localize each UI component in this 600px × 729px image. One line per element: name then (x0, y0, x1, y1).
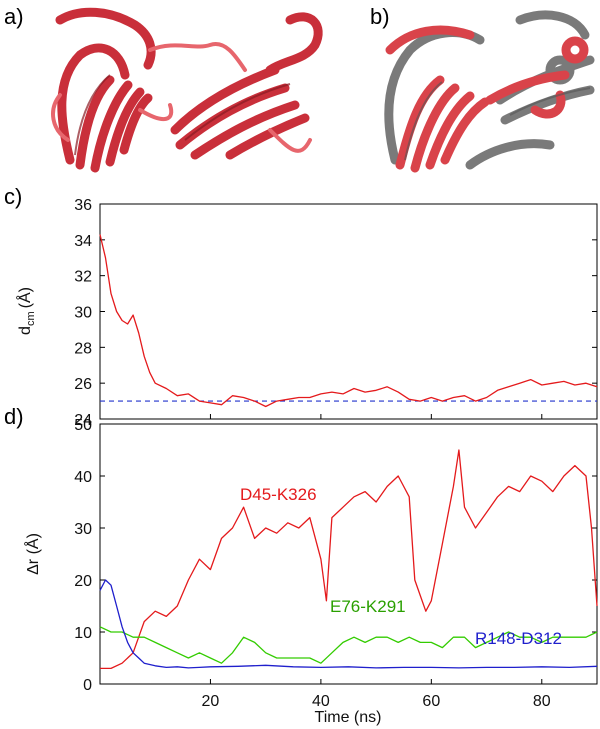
panel-label-a: a) (4, 4, 24, 29)
ytick-label: 24 (74, 412, 92, 429)
chart-c-frame (99, 203, 598, 420)
chart-c-series (99, 234, 598, 408)
chart-c-ylabel: dcm(Å) (15, 287, 37, 335)
xtick-label: 20 (202, 693, 220, 710)
ytick-label: 20 (74, 573, 92, 590)
chart-d-yticks: 0 10 20 30 40 50 (74, 417, 597, 694)
series-line-d-0 (100, 449, 598, 670)
ytick-label: 34 (74, 233, 92, 250)
series-line-d-1 (99, 626, 598, 664)
ytick-label: 30 (74, 305, 92, 322)
ytick-label: 50 (74, 417, 92, 434)
panel-label-d: d) (4, 404, 24, 429)
chart-d: 20 40 60 80 0 10 20 30 40 50 D45-K326 E76-K291 R… (23, 417, 598, 726)
series-label-d45-k326: D45-K326 (240, 485, 317, 504)
series-line-d-2 (99, 579, 598, 669)
chart-d-xticks: 20 40 60 80 (202, 679, 551, 710)
series-line-c-0 (99, 234, 598, 408)
ytick-label: 36 (74, 197, 92, 214)
protein-structure-b (384, 10, 595, 173)
series-label-r148-d312: R148-D312 (475, 629, 562, 648)
chart-c: 24 26 28 30 32 34 36 dcm(Å) (15, 197, 598, 429)
chart-d-ylabel: Δr (Å) (23, 533, 42, 575)
xtick-label: 40 (312, 693, 330, 710)
series-label-e76-k291: E76-K291 (330, 597, 406, 616)
panel-label-b: b) (370, 4, 390, 29)
chart-d-series (99, 449, 598, 670)
chart-d-frame (99, 423, 598, 685)
ytick-label: 26 (74, 376, 92, 393)
ytick-label: 10 (74, 625, 92, 642)
panel-label-c: c) (4, 184, 22, 209)
ytick-label: 30 (74, 521, 92, 538)
protein-structure-a (51, 7, 323, 173)
chart-c-yticks: 24 26 28 30 32 34 36 (74, 197, 597, 429)
chart-d-xlabel: Time (ns) (315, 709, 382, 726)
ytick-label: 32 (74, 269, 92, 286)
ytick-label: 40 (74, 469, 92, 486)
xtick-label: 80 (533, 693, 551, 710)
ytick-label: 0 (83, 677, 92, 694)
ytick-label: 28 (74, 340, 92, 357)
xtick-label: 60 (422, 693, 440, 710)
